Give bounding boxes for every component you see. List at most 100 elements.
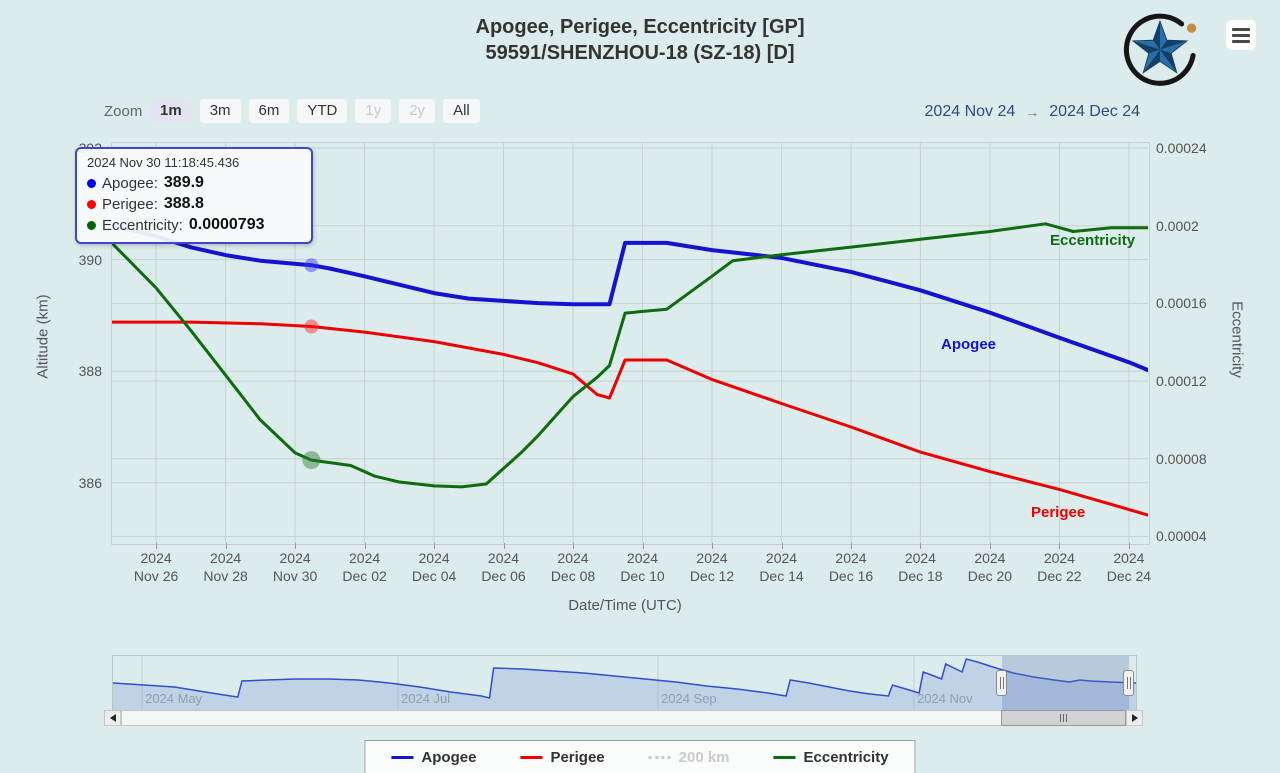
chart-subtitle: 59591/SHENZHOU-18 (SZ-18) [D] <box>485 42 795 64</box>
series-line-apogee[interactable] <box>112 223 1148 373</box>
series-line-eccentricity[interactable] <box>112 222 1148 489</box>
handle-grip-line <box>1002 677 1004 689</box>
date-range: 2024 Nov 24 → 2024 Dec 24 <box>925 103 1140 121</box>
hover-marker <box>304 319 319 334</box>
y-axis-tick-right: 0.0002 <box>1156 217 1199 234</box>
x-axis-tick: 2024 Dec 08 <box>537 549 609 585</box>
x-tick-year: 2024 <box>904 550 936 566</box>
site-logo[interactable] <box>1118 6 1202 90</box>
left-axis-title: Altitude (km) <box>34 294 52 379</box>
x-axis-tick: 2024 Dec 22 <box>1023 549 1095 585</box>
x-axis-tick: 2024 Dec 20 <box>954 549 1026 585</box>
x-tick-date: Dec 12 <box>689 568 735 584</box>
x-axis-tick: 2024 Dec 10 <box>607 549 679 585</box>
zoom-button-1m[interactable]: 1m <box>150 99 192 123</box>
hover-marker <box>304 258 319 273</box>
legend-item-perigee[interactable]: Perigee <box>520 748 605 766</box>
legend-swatch <box>520 755 543 759</box>
plot-area[interactable] <box>111 142 1150 545</box>
range-to-date[interactable]: 2024 Dec 24 <box>1049 103 1140 120</box>
chart-title: Apogee, Perigee, Eccentricity [GP] <box>475 16 805 38</box>
tooltip-value: 388.8 <box>163 195 204 212</box>
x-tick-year: 2024 <box>1113 550 1145 566</box>
zoom-button-3m[interactable]: 3m <box>199 99 241 123</box>
star-orbit-logo-icon <box>1123 13 1197 86</box>
legend-item-eccentricity[interactable]: Eccentricity <box>773 749 889 766</box>
range-from-date[interactable]: 2024 Nov 24 <box>924 103 1016 120</box>
right-triangle-icon <box>1131 714 1138 722</box>
right-axis-title: Eccentricity <box>1228 301 1246 378</box>
x-tick-date: Dec 24 <box>1106 568 1152 584</box>
tooltip-label: Apogee: <box>102 174 158 192</box>
series-bullet-icon <box>87 220 96 230</box>
chart-title-block: Apogee, Perigee, Eccentricity [GP] 59591… <box>0 14 1280 66</box>
y-axis-tick-right: 0.00016 <box>1156 295 1207 312</box>
x-tick-date: Dec 10 <box>620 568 665 584</box>
navigator-window[interactable] <box>1002 656 1130 711</box>
x-tick-year: 2024 <box>696 550 728 566</box>
y-axis-tick-right: 0.00012 <box>1156 373 1207 390</box>
x-axis-tick: 2024 Dec 24 <box>1093 549 1165 585</box>
y-axis-tick-right: 0.00024 <box>1156 140 1207 157</box>
legend-label: Apogee <box>421 748 477 766</box>
legend-label: Perigee <box>550 748 605 766</box>
y-axis-tick-right: 0.00004 <box>1156 528 1207 545</box>
zoom-button-group: 1m 3m 6m YTD 1y 2y All <box>150 99 480 123</box>
tooltip-row: Perigee: 388.8 <box>87 195 301 213</box>
x-tick-year: 2024 <box>557 550 589 566</box>
tooltip-timestamp: 2024 Nov 30 11:18:45.436 <box>87 155 240 170</box>
x-axis-tick: 2024 Nov 26 <box>120 549 192 585</box>
x-tick-date: Dec 02 <box>342 568 387 584</box>
x-tick-date: Nov 26 <box>133 568 179 584</box>
menu-button[interactable] <box>1226 20 1256 50</box>
tooltip-rows: Apogee: 389.9 Perigee: 388.8 Eccentricity:… <box>87 174 301 234</box>
legend-swatch <box>773 755 796 759</box>
hover-marker <box>302 451 321 470</box>
navigator-handle-left[interactable] <box>996 670 1007 696</box>
left-triangle-icon <box>109 714 116 722</box>
zoom-button-1y: 1y <box>355 99 392 123</box>
legend-swatch <box>391 755 414 759</box>
tooltip-value: 0.0000793 <box>188 216 265 233</box>
y-axis-tick-left: 390 <box>78 251 102 268</box>
scrollbar-thumb[interactable] <box>1001 710 1126 726</box>
x-tick-date: Nov 30 <box>272 568 318 584</box>
hamburger-icon <box>1232 27 1250 31</box>
thumb-grip-icon <box>1060 714 1061 722</box>
zoom-button-6m[interactable]: 6m <box>248 99 290 123</box>
x-axis-tick: 2024 Nov 28 <box>190 549 262 585</box>
tooltip-row: Apogee: 389.9 <box>87 174 301 192</box>
handle-grip-line <box>1126 677 1128 689</box>
x-axis-tick: 2024 Dec 02 <box>329 549 401 585</box>
handle-grip-line <box>1129 677 1131 689</box>
series-bullet-icon <box>87 178 96 188</box>
tooltip-label: Perigee: <box>102 195 158 213</box>
legend-label: 200 km <box>678 748 730 766</box>
x-tick-date: Dec 22 <box>1037 568 1082 584</box>
scrollbar-left-arrow[interactable] <box>104 710 121 726</box>
x-tick-year: 2024 <box>1043 550 1075 566</box>
zoom-button-all[interactable]: All <box>443 99 480 123</box>
series-line-perigee[interactable] <box>112 320 1148 517</box>
x-tick-year: 2024 <box>974 550 1006 566</box>
x-tick-year: 2024 <box>349 550 381 566</box>
zoom-button-2y: 2y <box>399 99 436 123</box>
navigator-svg[interactable] <box>113 656 1136 711</box>
scrollbar-track[interactable] <box>121 710 1126 726</box>
legend-item-200-km[interactable]: 200 km <box>648 748 730 766</box>
x-axis-tick: 2024 Nov 30 <box>259 549 331 585</box>
zoom-button-ytd[interactable]: YTD <box>297 99 348 123</box>
x-axis-tick: 2024 Dec 14 <box>746 549 818 585</box>
legend-item-apogee[interactable]: Apogee <box>391 749 476 766</box>
y-axis-tick-right: 0.00008 <box>1156 450 1207 467</box>
x-tick-date: Dec 18 <box>898 568 943 584</box>
x-tick-date: Dec 14 <box>759 568 804 584</box>
tooltip-row: Eccentricity: 0.0000793 <box>87 216 301 234</box>
navigator-handle-right[interactable] <box>1123 670 1134 696</box>
x-axis-tick: 2024 Dec 18 <box>884 549 956 585</box>
navigator[interactable] <box>112 655 1137 712</box>
x-tick-date: Dec 04 <box>411 568 457 584</box>
x-tick-date: Dec 08 <box>550 568 596 584</box>
scrollbar-right-arrow[interactable] <box>1126 710 1143 726</box>
